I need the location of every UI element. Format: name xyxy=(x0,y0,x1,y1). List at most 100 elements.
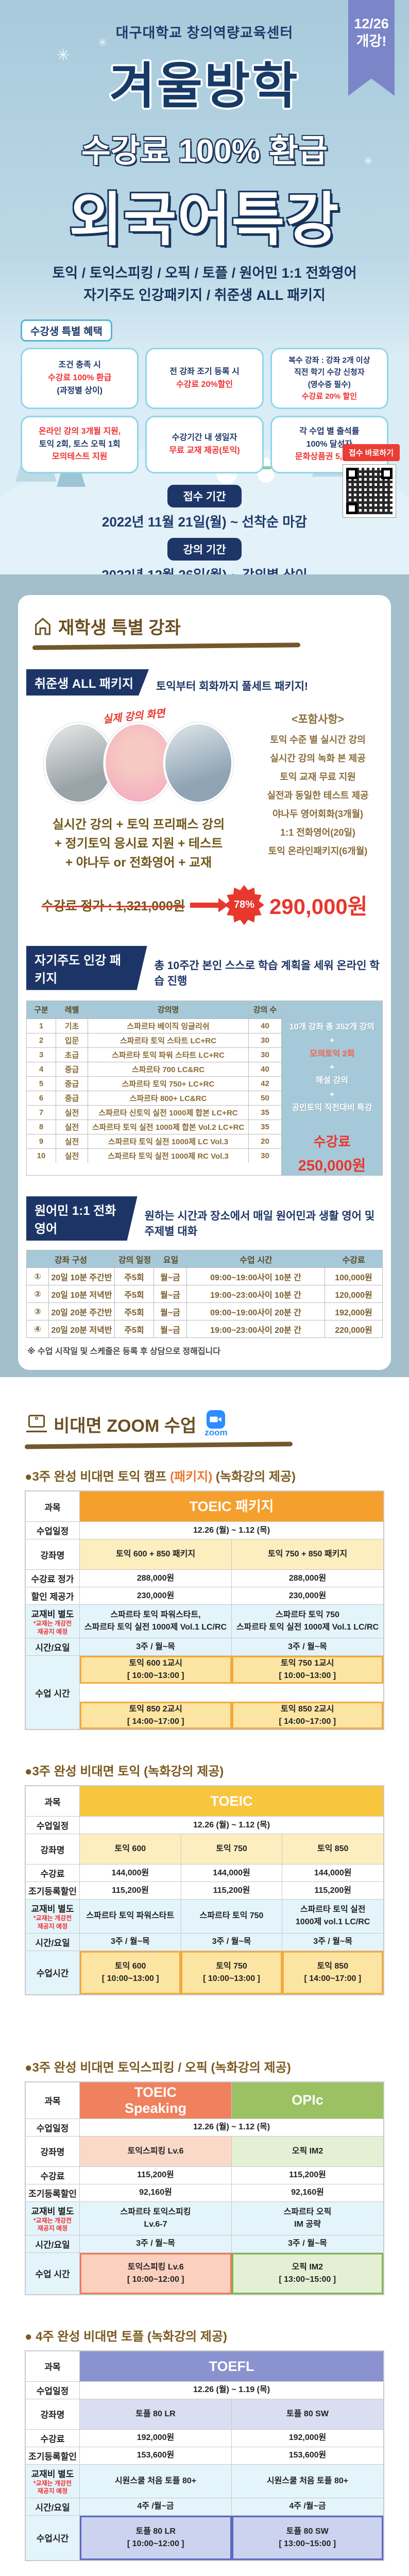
table-row: 5 중급 스파르타 토익 750+ LC+RC 42 xyxy=(27,1076,281,1091)
table-row: 10 실전 스파르타 토익 실전 1000제 RC Vol.3 30 xyxy=(27,1148,281,1163)
registration-qr-code[interactable] xyxy=(343,464,397,518)
includes-title: <포함사항> xyxy=(292,714,344,725)
snowflake-icon: ✳ xyxy=(98,36,108,49)
all-package-subtitle: 토익부터 회화까지 풀세트 패키지! xyxy=(156,681,309,692)
registration-period-date: 2022년 11월 21일(월) ~ 선착순 마감 xyxy=(101,514,308,530)
self-study-subtitle: 총 10주간 본인 스스로 학습 계획을 세워 온라인 학습 진행 xyxy=(154,959,380,987)
package-price-row: 수강료 정가 : 1,321,000원 78% 290,000원 xyxy=(25,885,384,925)
benefit-card: 온라인 강의 3개월 지원, 토익 2회, 토스 오픽 1회 모의테스트 지원 xyxy=(21,416,139,473)
benefit-badge: 수강생 특별 혜택 xyxy=(21,319,112,342)
phone-english-table: 강좌 구성 강의 일정 요일 수업 시간 수강료 ① 20일 10분 주간반 주5회 월… xyxy=(26,1250,383,1338)
package-left: 실제 강의 화면 실시간 강의 + 토익 프리패스 강의 + 정기토익 응시료 지… xyxy=(25,708,252,873)
snowflake-icon: ✳ xyxy=(57,47,70,64)
instructor-photo xyxy=(44,722,114,804)
course-list-line2: 자기주도 인강패키지 / 취준생 ALL 패키지 xyxy=(83,287,326,303)
all-package-badge: 취준생 ALL 패키지 xyxy=(26,669,149,696)
organization-title: 대구대학교 창의역량교육센터 xyxy=(115,25,294,41)
lecture-table-header: 구분 레벨 강의명 강의 수 xyxy=(27,1001,281,1019)
zoom-section-title: 비대면 ZOOM 수업 xyxy=(54,1416,197,1436)
hero-section: ✳ ✳ ✳ 12/26 개강! 대구대학교 창의역량교육센터 겨울방학 수강료 … xyxy=(0,0,409,574)
phone-english-header-row: 원어민 1:1 전화영어 원하는 시간과 장소에서 매일 원어민과 생활 영어 … xyxy=(26,1196,384,1241)
includes-item: 실시간 강의 녹화 본 제공 xyxy=(270,753,366,764)
zoom-toeic-table: 과목 TOEIC 수업일정 12.26 (월) ~ 1.12 (목) 강좌명 토익 6… xyxy=(25,1785,384,1995)
lecture-period-badge: 강의 기간 xyxy=(167,538,242,561)
table-row: 6 중급 스파르타 800+ LC&RC 50 xyxy=(27,1090,281,1105)
package-header-row: 취준생 ALL 패키지 토익부터 회화까지 풀세트 패키지! xyxy=(26,669,384,696)
main-title: 외국어특강 xyxy=(69,188,340,252)
zoom-toeic-title: ●3주 완성 비대면 토익 (녹화강의 제공) xyxy=(25,1765,224,1779)
apply-now-button[interactable]: 접수 바로하기 xyxy=(343,444,400,461)
instructor-photos xyxy=(25,722,252,804)
zoom-toefl-table: 과목 TOEFL 수업일정 12.26 (월) ~ 1.19 (목) 강좌명 토플 8… xyxy=(25,2350,384,2561)
table-row: 1 기초 스파르타 베이직 잉글리쉬 40 xyxy=(27,1018,281,1033)
package-body: 실제 강의 화면 실시간 강의 + 토익 프리패스 강의 + 정기토익 응시료 지… xyxy=(25,708,384,873)
period-info: 접수 기간 2022년 11월 21일(월) ~ 선착순 마감 강의 기간 20… xyxy=(0,485,409,574)
original-price: 수강료 정가 : 1,321,000원 xyxy=(41,899,185,913)
instructor-photo xyxy=(104,722,174,804)
underline-decoration xyxy=(32,642,301,650)
snowflake-icon: ✳ xyxy=(363,155,373,167)
section-title: 재학생 특별 강좌 xyxy=(58,618,181,638)
table-row: 2 입문 스파르타 토익 스타트 LC+RC 30 xyxy=(27,1032,281,1047)
zoom-speaking-title: ●3주 완성 비대면 토익스피킹 / 오픽 (녹화강의 제공) xyxy=(25,2060,291,2075)
instructor-photo xyxy=(163,722,233,804)
lecture-table: 구분 레벨 강의명 강의 수 1 기초 스파르타 베이직 잉글리쉬 40 2 입문 xyxy=(26,1000,282,1176)
house-icon xyxy=(35,617,50,635)
course-tables-section: 비대면 ZOOM 수업 zoom ●3주 완성 비대면 토익 캠프 (패키지) … xyxy=(0,1377,409,2576)
self-study-price: 250,000원 xyxy=(298,1158,366,1175)
includes-item: 1:1 전화영어(20일) xyxy=(280,827,355,838)
zoom-logo: zoom xyxy=(204,1410,228,1438)
zoom-camp-title: ●3주 완성 비대면 토익 캠프 (패키지) (녹화강의 제공) xyxy=(25,1470,296,1484)
season-title: 겨울방학 xyxy=(109,59,300,114)
table-row: 8 실전 스파르타 토익 실전 1000제 합본 Vol.2 LC+RC 35 xyxy=(27,1119,281,1134)
zoom-section-header: 비대면 ZOOM 수업 zoom xyxy=(25,1410,384,1438)
table-row: 4 중급 스파르타 700 LC&RC 40 xyxy=(27,1061,281,1076)
lecture-table-body: 1 기초 스파르타 베이직 잉글리쉬 40 2 입문 스파르타 토익 스타트 LC+R… xyxy=(27,1018,281,1163)
phone-table-note: ※ 수업 시작일 및 스케줄은 등록 후 상담으로 정해집니다 xyxy=(27,1347,220,1357)
package-description: 실시간 강의 + 토익 프리패스 강의 + 정기토익 응시료 지원 + 테스트 + … xyxy=(52,818,225,870)
special-course-band: 재학생 특별 강좌 취준생 ALL 패키지 토익부터 회화까지 풀세트 패키지!… xyxy=(0,574,409,1378)
benefit-card: 전 강좌 조기 등록 시 수강료 20%할인 xyxy=(145,348,264,409)
phone-english-subtitle: 원하는 시간과 장소에서 매일 원어민과 생활 영어 및 주제별 대화 xyxy=(144,1210,375,1238)
registration-period-badge: 접수 기간 xyxy=(167,485,242,507)
lecture-period-date: 2022년 12월 26일(월) ~ 강의별 상이 xyxy=(0,565,409,574)
includes-item: 야나두 영어회화(3개월) xyxy=(272,809,364,819)
zoom-speaking-opic-table: 과목 TOEIC Speaking OPIc 수업일정 12.26 (월) ~ 1.1… xyxy=(25,2081,384,2295)
zoom-toefl-title: ● 4주 완성 비대면 토플 (녹화강의 제공) xyxy=(25,2329,227,2344)
refund-headline: 수강료 100% 환급 xyxy=(81,133,328,169)
benefit-card: 수강기간 내 생일자 무료 교재 제공(토익) xyxy=(145,416,264,473)
includes-item: 실전과 동일한 테스트 제공 xyxy=(267,790,369,801)
course-list-line1: 토익 / 토익스피킹 / 오픽 / 토플 / 원어민 1:1 전화영어 xyxy=(52,265,357,281)
table-row: 7 실전 스파르타 신토익 실전 1000제 합본 LC+RC 35 xyxy=(27,1105,281,1120)
student-special-panel: 재학생 특별 강좌 취준생 ALL 패키지 토익부터 회화까지 풀세트 패키지!… xyxy=(18,595,391,1370)
package-price: 290,000원 xyxy=(269,894,368,919)
self-study-summary: 10개 강좌 총 352개 강의 + 모의토익 2회 + 해설 강의 + 공인토… xyxy=(282,1000,383,1176)
underline-decoration xyxy=(24,1442,293,1449)
self-study-price-label: 수강료 xyxy=(313,1134,351,1150)
ribbon-date: 12/26 xyxy=(354,16,389,31)
self-study-badge: 자기주도 인강 패키지 xyxy=(26,946,147,990)
includes-item: 토익 온라인패키지(6개월) xyxy=(268,846,368,856)
laptop-icon xyxy=(26,1415,47,1433)
phone-table-header: 강좌 구성 강의 일정 요일 수업 시간 수강료 xyxy=(27,1250,382,1268)
toeic-package-table: 과목 TOEIC 패키지 수업일정 12.26 (월) ~ 1.12 (목) 강좌명… xyxy=(25,1490,384,1731)
phone-english-badge: 원어민 1:1 전화영어 xyxy=(26,1196,138,1241)
apply-box: 접수 바로하기 xyxy=(343,444,400,518)
benefit-card: 조건 충족 시 수강료 100% 환급 (과정별 상이) xyxy=(21,348,139,409)
table-row: 9 실전 스파르타 토익 실전 1000제 LC Vol.3 20 xyxy=(27,1133,281,1148)
includes-item: 토익 교재 무료 지원 xyxy=(280,772,356,782)
table-row: 3 초급 스파르타 토익 파워 스타트 LC+RC 30 xyxy=(27,1047,281,1062)
arrow-icon xyxy=(190,897,228,912)
discount-starburst: 78% xyxy=(224,885,264,925)
section-header: 재학생 특별 강좌 xyxy=(32,614,384,639)
includes-item: 토익 수준 별 실시간 강의 xyxy=(270,735,366,745)
